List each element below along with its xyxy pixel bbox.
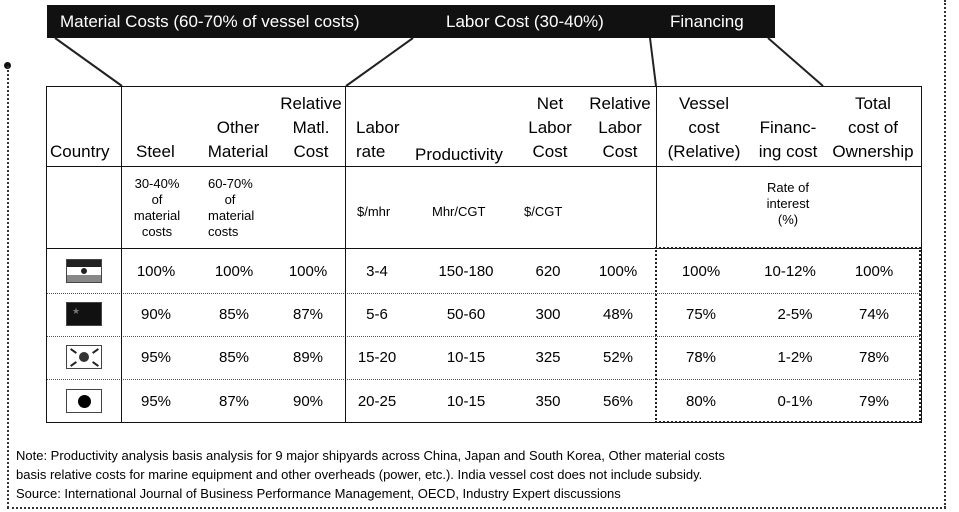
productivity-unit-label: Mhr/CGT [432, 204, 485, 220]
relative-labor-cost-column-header: Relative Labor Cost [582, 92, 658, 164]
steel-unit-label: 30-40% of material costs [126, 176, 188, 240]
vessel-cost-column-header: Vessel cost (Relative) [659, 92, 749, 164]
table-cell: 52% [588, 348, 648, 368]
table-cell: 620 [528, 262, 568, 282]
table-cell: 90% [126, 305, 186, 325]
table-cell: 48% [588, 305, 648, 325]
table-cell: 15-20 [352, 348, 402, 368]
table-cell: 350 [528, 392, 568, 412]
table-cell: 300 [528, 305, 568, 325]
relative-matl-cost-column-header: Relative Matl. Cost [271, 92, 351, 164]
table-cell: 150-180 [426, 262, 506, 282]
table-cell: 100% [671, 262, 731, 282]
table-top-border [46, 86, 922, 87]
note-line-2: basis relative costs for marine equipmen… [16, 466, 702, 484]
labor-rate-column-header: Labor rate [356, 116, 399, 164]
table-cell: 74% [844, 305, 904, 325]
frame-bottom-border [7, 507, 946, 509]
other-material-unit-label: 60-70% of material costs [208, 176, 254, 240]
india-flag-icon [66, 259, 102, 283]
header-connectors [0, 0, 959, 100]
table-cell: 5-6 [357, 305, 397, 325]
frame-left-border [7, 66, 9, 508]
table-cell: 95% [126, 348, 186, 368]
table-left-border [46, 86, 47, 422]
table-cell: 100% [278, 262, 338, 282]
note-line-1: Note: Productivity analysis basis analys… [16, 447, 725, 465]
table-cell: 100% [588, 262, 648, 282]
table-cell: 1-2% [755, 348, 835, 368]
country-column-header: Country [50, 140, 110, 164]
table-cell: 85% [204, 348, 264, 368]
source-line: Source: International Journal of Busines… [16, 485, 621, 503]
table-right-border [921, 86, 922, 422]
table-cell: 78% [844, 348, 904, 368]
table-cell: 89% [278, 348, 338, 368]
other-material-column-header: Other Material [196, 116, 280, 164]
china-flag-icon: ★ [66, 302, 102, 326]
table-cell: 87% [278, 305, 338, 325]
financing-cost-column-header: Financ-ing cost [752, 116, 824, 164]
table-cell: 50-60 [426, 305, 506, 325]
table-cell: 325 [528, 348, 568, 368]
table-cell: 3-4 [357, 262, 397, 282]
table-cell: 90% [278, 392, 338, 412]
labor-rate-unit-label: $/mhr [357, 204, 390, 220]
table-cell: 85% [204, 305, 264, 325]
table-cell: 2-5% [755, 305, 835, 325]
table-cell: 75% [671, 305, 731, 325]
net-labor-cost-unit-label: $/CGT [524, 204, 562, 220]
table-cell: 100% [126, 262, 186, 282]
table-cell: 95% [126, 392, 186, 412]
table-cell: 56% [588, 392, 648, 412]
table-cell: 100% [204, 262, 264, 282]
table-cell: 78% [671, 348, 731, 368]
table-cell: 79% [844, 392, 904, 412]
steel-column-header: Steel [136, 140, 175, 164]
financing-unit-label: Rate of interest (%) [752, 180, 824, 228]
south-korea-flag-icon [66, 345, 102, 369]
net-labor-cost-column-header: Net Labor Cost [520, 92, 580, 164]
total-cost-ownership-column-header: Total cost of Ownership [826, 92, 920, 164]
japan-flag-icon [66, 389, 102, 413]
table-cell: 87% [204, 392, 264, 412]
table-cell: 10-15 [426, 392, 506, 412]
table-cell: 0-1% [755, 392, 835, 412]
table-cell: 20-25 [352, 392, 402, 412]
table-cell: 10-12% [750, 262, 830, 282]
table-cell: 10-15 [426, 348, 506, 368]
table-cell: 80% [671, 392, 731, 412]
productivity-column-header: Productivity [415, 143, 503, 167]
table-cell: 100% [844, 262, 904, 282]
country-column-divider [121, 86, 122, 422]
